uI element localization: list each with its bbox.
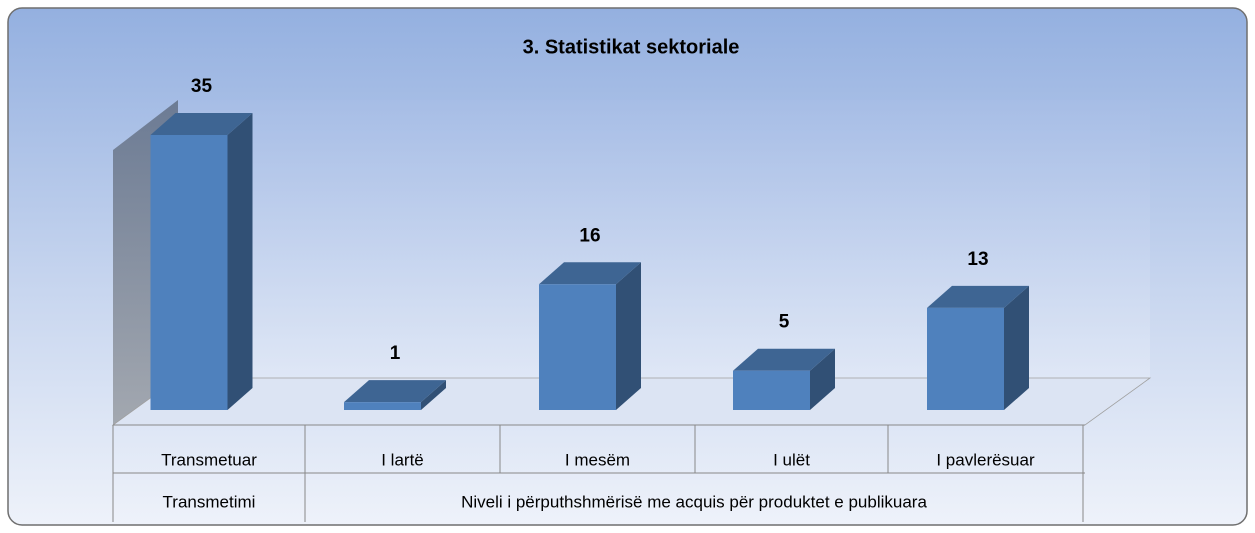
- bar: [344, 402, 421, 410]
- data-label: 1: [390, 343, 401, 364]
- data-label: 16: [579, 225, 600, 246]
- bar-top: [733, 348, 835, 371]
- bar-side: [421, 380, 446, 410]
- chart-title: 3. Statistikat sektoriale: [523, 36, 740, 58]
- x-tick-label: Transmetuar: [161, 450, 257, 469]
- bar: [150, 135, 228, 410]
- data-label: 13: [967, 249, 988, 270]
- bar-side: [810, 348, 835, 410]
- bar-side: [1004, 285, 1029, 410]
- bar-top: [927, 285, 1029, 308]
- group-label: Transmetimi: [163, 492, 256, 511]
- data-label: 5: [779, 312, 790, 333]
- bar: [927, 307, 1004, 410]
- x-tick-label: I pavlerësuar: [936, 450, 1035, 469]
- data-label: 35: [191, 76, 213, 97]
- bar-side: [616, 262, 641, 410]
- group-label: Niveli i përputhshmërisë me acquis për p…: [461, 492, 927, 511]
- bar-top: [539, 262, 641, 285]
- bar-top: [150, 113, 253, 135]
- x-tick-label: I ulët: [773, 450, 810, 469]
- bar-side: [227, 113, 253, 410]
- x-tick-label: I lartë: [381, 450, 424, 469]
- bar-top: [344, 380, 446, 403]
- bar: [733, 370, 810, 410]
- x-tick-label: I mesëm: [565, 450, 630, 469]
- bar: [539, 284, 616, 410]
